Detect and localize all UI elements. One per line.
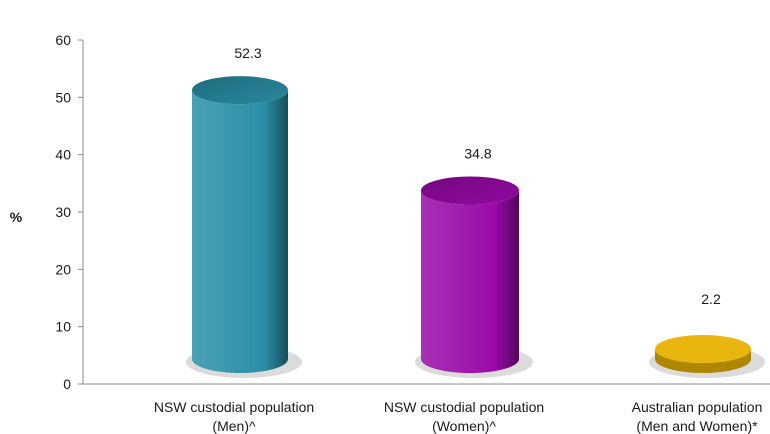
y-axis-label: % [10,209,23,225]
y-tick-label: 0 [63,376,71,392]
axes: 0 10 20 30 40 50 60 [55,32,770,392]
bar-body [655,349,751,373]
category-label-2: NSW custodial population (Women)^ [384,399,544,434]
y-tick-label: 50 [55,89,71,105]
bars [186,76,765,378]
labels: 52.3 NSW custodial population (Men)^ 34.8 NS… [154,45,763,434]
bar-top [421,176,519,205]
bar-1 [186,76,302,378]
y-tick-label: 60 [55,32,71,48]
bar-top [655,335,751,363]
bar-3 [649,335,765,378]
y-tick-label: 20 [55,261,71,277]
y-tick-label: 40 [55,147,71,163]
data-label-2: 34.8 [464,145,491,161]
data-label-3: 2.2 [701,291,721,307]
category-label-1: NSW custodial population (Men)^ [154,399,314,434]
y-tick-label: 10 [55,319,71,335]
category-label-3: Australian population (Men and Women)* [632,399,763,434]
y-tick-label: 30 [55,204,71,220]
data-label-1: 52.3 [234,45,261,61]
bar-2 [415,176,533,378]
bar-top [192,76,288,105]
bar-body [192,90,288,373]
bar-body [421,190,519,373]
